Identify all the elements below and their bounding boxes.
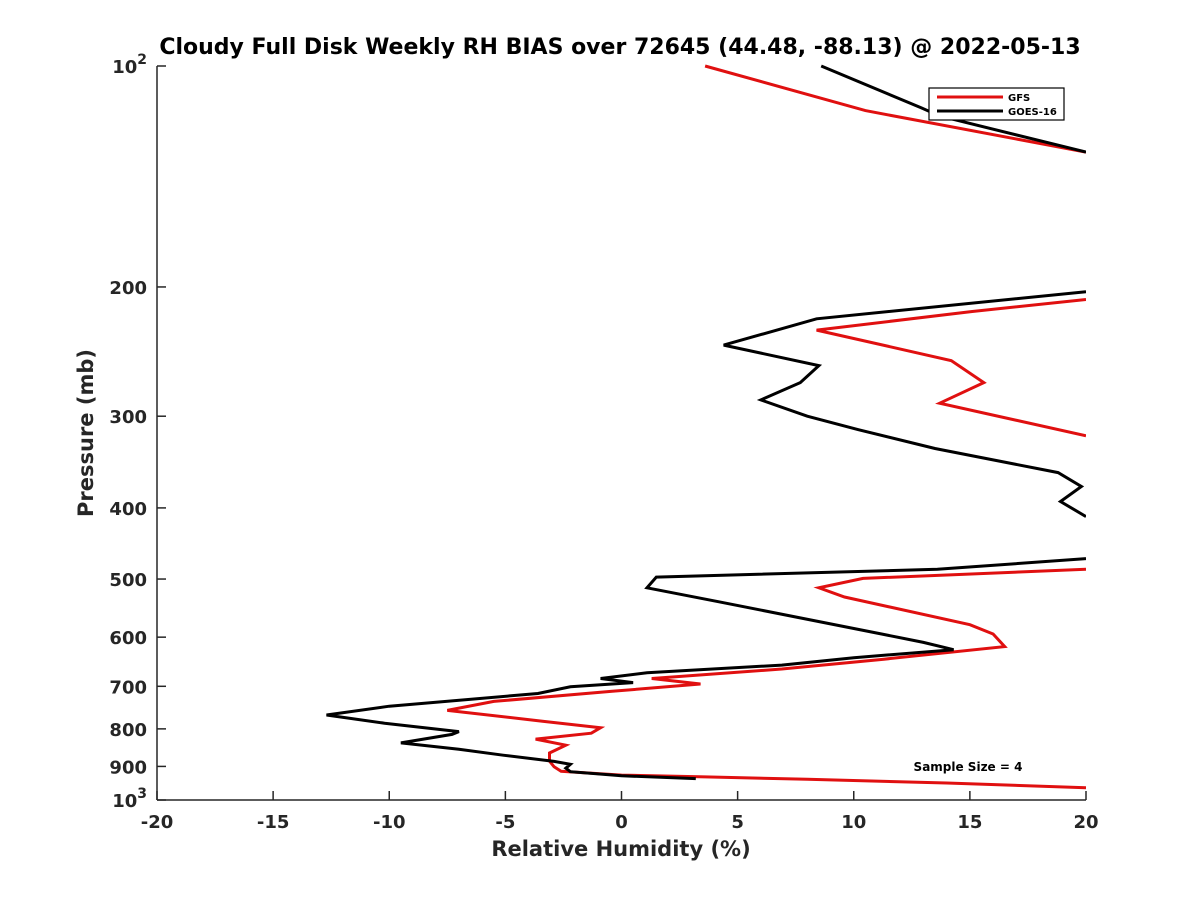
legend-label-goes-16: GOES-16: [1008, 107, 1057, 118]
y-tick-label: 102: [112, 52, 147, 78]
y-tick-label: 500: [109, 570, 147, 591]
x-tick-label: 20: [1073, 812, 1098, 833]
y-axis-label: Pressure (mb): [74, 349, 98, 517]
x-tick-label: -5: [495, 812, 515, 833]
legend-box: [928, 87, 1065, 121]
y-tick-label: 300: [109, 407, 147, 428]
legend-label-gfs: GFS: [1008, 93, 1030, 104]
sample-size-annotation: Sample Size = 4: [914, 760, 1023, 774]
y-tick-label: 103: [112, 786, 147, 812]
x-tick-label: 15: [957, 812, 982, 833]
series-layer: [326, 64, 1086, 790]
x-tick-label: -20: [141, 812, 174, 833]
x-tick-label: -15: [257, 812, 290, 833]
series-line-gfs-segment-1: [704, 64, 1086, 154]
y-tick-label: 200: [109, 278, 147, 299]
y-tick-label: 800: [109, 720, 147, 741]
series-line-goes-16-segment-2: [723, 290, 1086, 518]
y-tick-label: 400: [109, 499, 147, 520]
y-tick-label: 600: [109, 628, 147, 649]
series-line-gfs-segment-2: [816, 298, 1086, 438]
series-line-goes-16-segment-3: [326, 557, 1086, 781]
legend: GFS GOES-16: [928, 87, 1065, 121]
chart-title: Cloudy Full Disk Weekly RH BIAS over 726…: [159, 35, 1080, 60]
axes-layer: -20 -15 -10 -5 0 5 10 15 20 102 200 300 400 500 600 700…: [109, 52, 1098, 833]
x-tick-label: 0: [615, 812, 628, 833]
x-tick-label: -10: [373, 812, 406, 833]
x-tick-label: 10: [841, 812, 866, 833]
y-tick-label: 900: [109, 757, 147, 778]
x-tick-label: 5: [731, 812, 744, 833]
y-tick-label: 700: [109, 677, 147, 698]
x-axis-label: Relative Humidity (%): [491, 837, 750, 861]
